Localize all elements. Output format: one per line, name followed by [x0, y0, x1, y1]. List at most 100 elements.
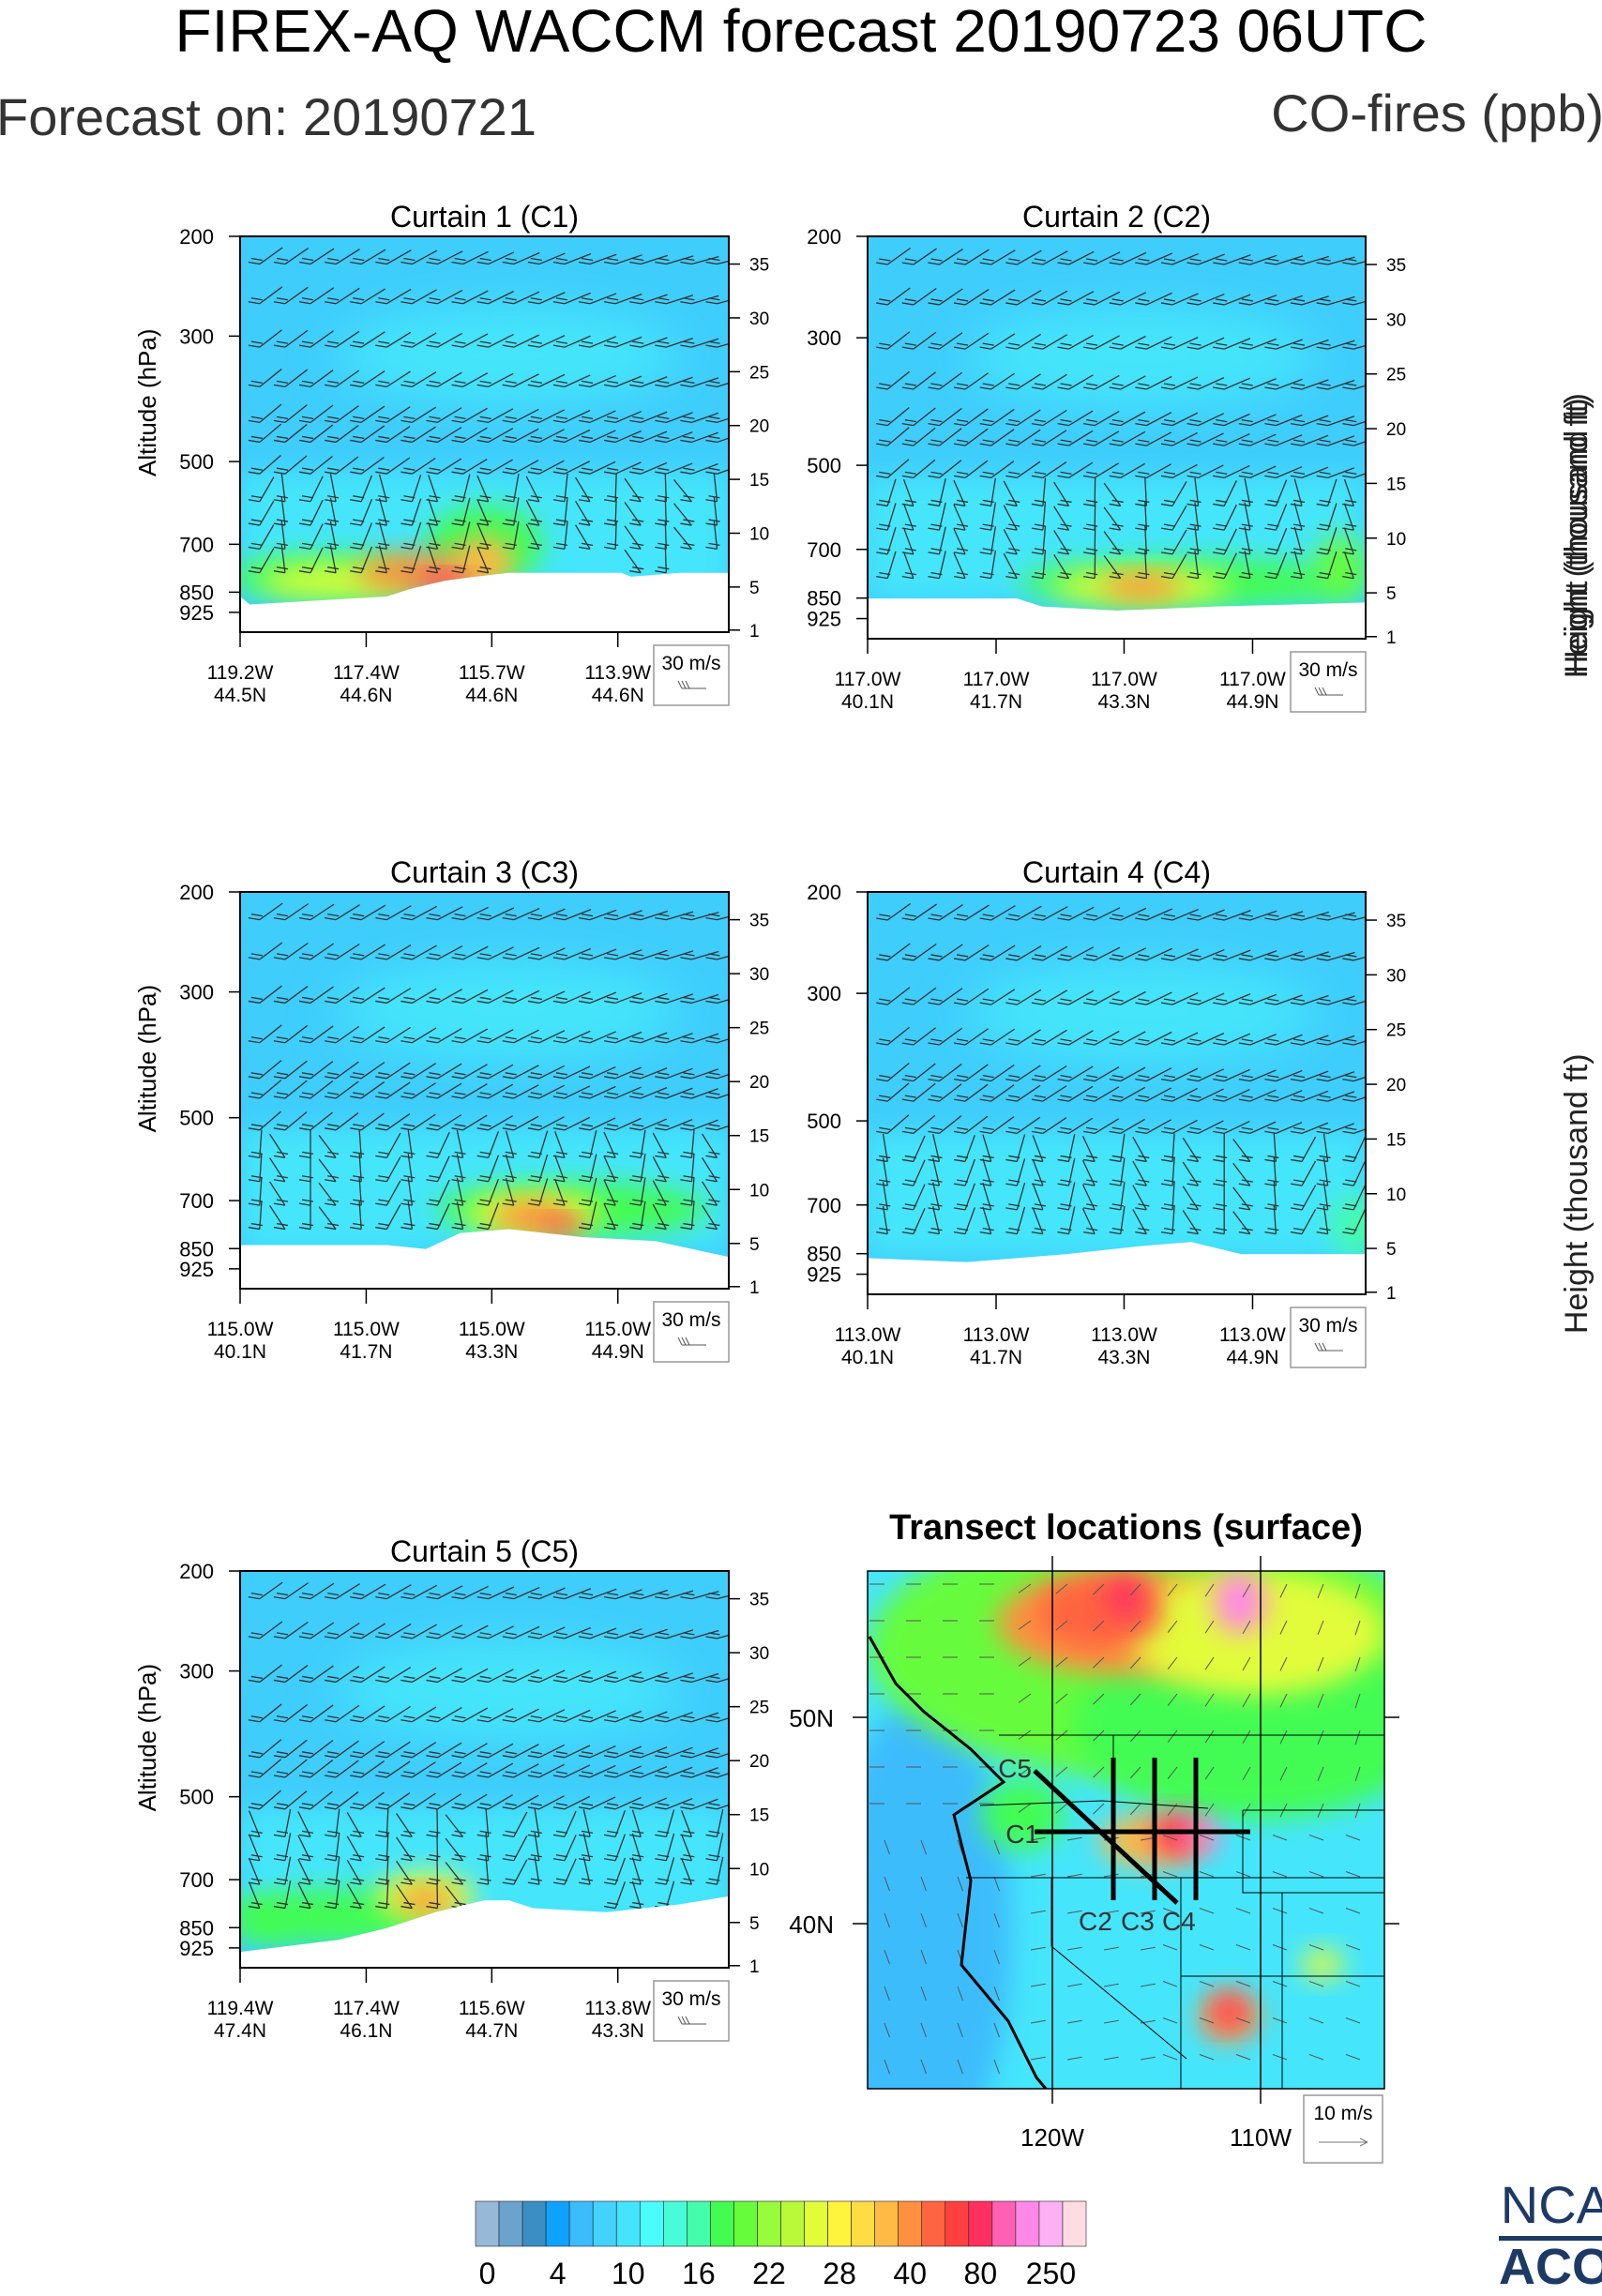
colorbar-swatch [475, 2200, 500, 2247]
wind-barb [655, 376, 693, 388]
wind-barb [876, 943, 911, 961]
wind-barb [1109, 430, 1146, 446]
y2-tick-label: 15 [749, 471, 769, 491]
x-tick-lat: 41.7N [970, 691, 1022, 713]
wind-barb [1160, 463, 1198, 479]
wind-barb [476, 291, 514, 305]
wind-barb [248, 548, 275, 574]
wind-barb [1238, 254, 1277, 265]
wind-barb [1083, 374, 1120, 390]
wind-barb [680, 1088, 718, 1099]
wind-barb [876, 1182, 891, 1211]
wind-barb [325, 1080, 359, 1099]
wind-barb [604, 521, 619, 551]
wind-barb [502, 408, 539, 423]
wind-barb [1290, 1070, 1329, 1082]
wind-barb [502, 1763, 539, 1778]
wind-barb [248, 455, 281, 475]
wind-barb [1053, 530, 1072, 555]
wind-barb [578, 1670, 617, 1684]
wind-arrow [1279, 1730, 1288, 1745]
wind-barb [1005, 1182, 1026, 1211]
wind-barb [248, 369, 282, 388]
wind-barb [451, 372, 489, 388]
wind-barb [1342, 998, 1366, 1005]
wind-barb [1083, 1086, 1120, 1102]
wind-barb [400, 1113, 436, 1131]
wind-barb [901, 1207, 926, 1235]
wind-barb [325, 405, 359, 423]
x-tick-lat: 46.1N [340, 2020, 392, 2042]
wind-barb [248, 423, 282, 444]
wind-barb [629, 1833, 644, 1862]
wind-barb [1031, 1065, 1067, 1082]
wind-arrow [1317, 1656, 1324, 1672]
wind-barb [1238, 950, 1277, 961]
wind-barb [1160, 948, 1199, 961]
wind-barb [702, 1157, 720, 1183]
wind-barb [451, 1585, 489, 1600]
wind-barb [1213, 1181, 1228, 1211]
y-tick-label: 500 [179, 450, 214, 474]
wind-barb [426, 1706, 462, 1723]
wind-barb [451, 333, 489, 348]
wind-barb [629, 1201, 646, 1231]
wind-barb [552, 1709, 591, 1723]
wind-barb [350, 1026, 385, 1044]
wind-barb [248, 1739, 282, 1759]
wind-arrow [1199, 2017, 1215, 2024]
y2-tick-label: 5 [1386, 584, 1397, 604]
wind-arrow [1308, 2054, 1324, 2061]
wind-barb [876, 503, 897, 531]
wind-barb [1135, 375, 1172, 390]
wind-barb [1160, 1119, 1198, 1135]
wind-barb [375, 905, 412, 921]
wind-barb [705, 1751, 729, 1759]
wind-barb [578, 1856, 594, 1885]
wind-barb [953, 372, 989, 390]
wind-barb [325, 1112, 359, 1131]
wind-arrow [1030, 1983, 1046, 1987]
wind-barb [655, 497, 670, 526]
wind-arrow [1199, 1981, 1215, 1987]
wind-barb [629, 337, 668, 348]
wind-barb [298, 455, 333, 475]
wind-barb [705, 521, 720, 551]
wind-barb [273, 1060, 308, 1080]
wind-barb-icon [677, 2016, 706, 2025]
wind-barb [375, 988, 412, 1004]
y2-tick-label: 10 [1386, 1186, 1406, 1205]
terrain-mask [240, 1896, 729, 1968]
wind-barb [1186, 464, 1224, 479]
wind-arrow [1199, 2054, 1215, 2061]
wind-barb [298, 424, 334, 444]
wind-barb [629, 992, 668, 1004]
colorbar-swatch [498, 2200, 523, 2247]
wind-barb [705, 1833, 724, 1862]
wind-barb [552, 1085, 591, 1099]
wind-barb [705, 297, 729, 305]
wind-barb [979, 526, 997, 555]
wind-barb [705, 435, 729, 444]
wind-barb [1135, 550, 1150, 580]
wind-arrow [1055, 1620, 1068, 1631]
wind-barb [604, 1628, 642, 1639]
wind-barb [1083, 1066, 1120, 1082]
wind-arrow [1204, 1656, 1215, 1670]
wind-barb [1103, 506, 1124, 531]
wind-arrow [1066, 1983, 1082, 1987]
colorbar-swatch [757, 2200, 781, 2247]
wind-arrow [993, 1949, 1000, 1965]
wind-arrow [1242, 1766, 1251, 1781]
wind-barb [325, 1740, 359, 1759]
wind-barb [1316, 467, 1354, 479]
wind-barb [502, 1065, 539, 1080]
wind-barb [1213, 504, 1237, 531]
co-contour [868, 1700, 1013, 2089]
wind-barb [1186, 502, 1202, 531]
wind-barb [552, 947, 591, 960]
wind-barb [1031, 989, 1068, 1005]
wind-barb [578, 430, 616, 444]
wind-arrow [1235, 1908, 1251, 1914]
wind-barb [502, 1625, 540, 1639]
